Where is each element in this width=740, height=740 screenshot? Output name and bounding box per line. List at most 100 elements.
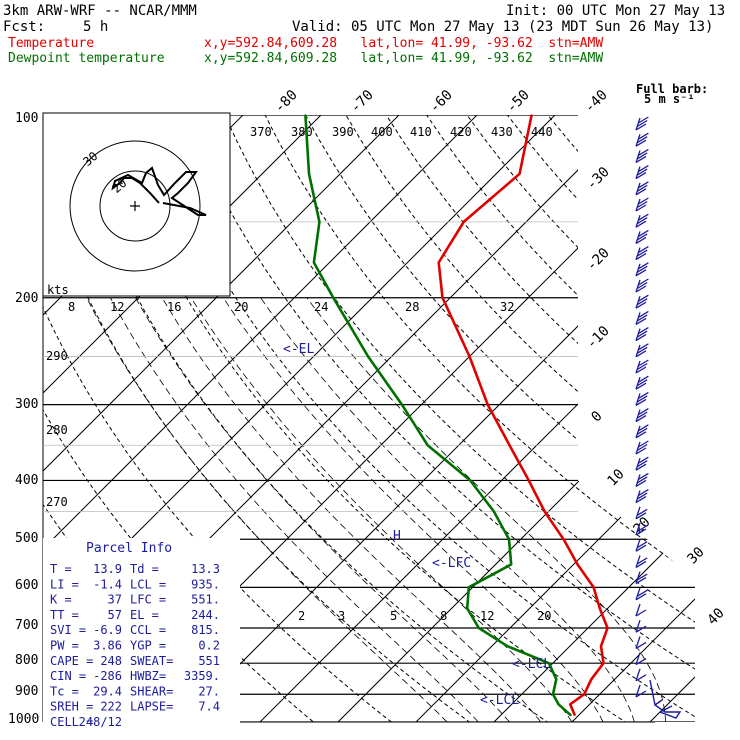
parcel-row-2-col-1: 37 <box>108 593 122 607</box>
dew-line-point-550 <box>510 563 512 566</box>
temp-line-point-250 <box>468 355 471 358</box>
pressure-label-300: 300 <box>15 397 38 412</box>
wind-barb-cluster-low <box>649 679 682 719</box>
parcel-row-5-col-0: PW = <box>50 639 79 653</box>
temp-line-point-650 <box>599 607 601 610</box>
dew-line-point-100 <box>304 114 307 116</box>
forecast-hour: 5 h <box>83 19 108 35</box>
dew-line-point-800 <box>548 662 550 664</box>
theta-left-270: 270 <box>46 495 68 509</box>
theta-mid-32: 32 <box>500 300 514 314</box>
theta-left-290: 290 <box>46 349 68 363</box>
temperature-profile <box>437 114 609 716</box>
temp-line-point-500 <box>562 538 565 541</box>
wind-barb <box>635 587 648 601</box>
wind-barb <box>635 229 649 244</box>
wind-barb <box>635 668 647 682</box>
isotherm-label-10: 10 <box>604 466 627 489</box>
valid-time: Valid: 05 UTC Mon 27 May 13 (23 MDT Sun … <box>292 19 713 35</box>
pressure-label-500: 500 <box>15 531 38 546</box>
el-marker: <-EL <box>283 342 314 357</box>
barb-legend-value: 5 m s⁻¹ <box>644 92 695 106</box>
parcel-row-8-col-1: 29.4 <box>93 684 122 698</box>
parcel-row-1-col-1: -1.4 <box>93 577 122 591</box>
dewpoint-profile <box>304 114 572 717</box>
wind-barb <box>635 343 649 358</box>
wind-barb <box>635 472 649 487</box>
theta-label-380: 380 <box>291 125 313 139</box>
dew-line-point-175 <box>313 261 315 264</box>
temp-line-point-400 <box>528 479 530 482</box>
theta-mid-20: 20 <box>234 300 248 314</box>
parcel-row-7-col-0: CIN = <box>50 669 86 683</box>
isotherm-label--30: -30 <box>584 164 613 193</box>
pressure-label-400: 400 <box>15 473 38 488</box>
theta-left-280: 280 <box>46 423 68 437</box>
dew-line-point-900 <box>552 693 554 695</box>
lcl-marker-lower: <-LCL <box>480 693 519 708</box>
dew-line-point-935 <box>557 703 560 706</box>
parcel-row-8-col-0: Tc = <box>50 684 79 698</box>
temp-line-point-175 <box>437 261 440 264</box>
parcel-row-6-col-0: CAPE = <box>50 654 93 668</box>
theta-mid-12: 12 <box>110 300 124 314</box>
init-time: Init: 00 UTC Mon 27 May 13 <box>506 3 725 19</box>
parcel-row-2-col-3: 551. <box>191 593 220 607</box>
temp-line-point-800 <box>602 662 605 664</box>
wind-barb <box>635 538 648 552</box>
theta-label-440: 440 <box>531 125 553 139</box>
parcel-row-1-col-3: 935. <box>191 577 220 591</box>
wind-barb <box>635 294 649 309</box>
dew-line-point-250 <box>367 355 369 358</box>
wind-barb <box>635 278 649 293</box>
wind-barbs <box>635 116 682 719</box>
parcel-row-10-col-0: CELL = <box>50 715 93 729</box>
wind-barb <box>635 391 649 406</box>
wind-barb <box>635 246 649 261</box>
parcel-row-6-col-2: SWEAT= <box>130 654 173 668</box>
parcel-row-0-col-1: 13.9 <box>93 562 122 576</box>
wind-barb <box>635 165 649 180</box>
isotherm-label--80: -80 <box>272 87 301 116</box>
parcel-row-9-col-3: 7.4 <box>198 700 220 714</box>
temperature-location: x,y=592.84,609.28 lat,lon= 41.99, -93.62… <box>204 36 603 51</box>
parcel-row-6-col-3: 551 <box>198 654 220 668</box>
wind-barb <box>635 148 649 163</box>
isotherm-label--40: -40 <box>582 87 611 116</box>
pressure-label-1000: 1000 <box>8 712 39 727</box>
isotherm-label-30: 30 <box>684 544 707 567</box>
dew-line-point-125 <box>308 173 310 175</box>
dew-line-point-600 <box>468 586 470 589</box>
wind-barb <box>635 489 649 504</box>
parcel-row-7-col-3: 3359. <box>184 669 220 683</box>
wind-barb <box>635 652 647 666</box>
dew-line-point-750 <box>506 645 509 647</box>
dew-line-point-150 <box>318 221 321 223</box>
temp-line-point-150 <box>462 221 465 223</box>
parcel-row-3-col-2: EL = <box>130 608 159 622</box>
isotherm-label--60: -60 <box>427 87 456 116</box>
parcel-row-3-col-1: 57 <box>108 608 122 622</box>
wind-barb <box>635 181 649 196</box>
wind-barb <box>635 327 649 342</box>
wind-barb <box>635 522 648 536</box>
hodo-unit-label: kts <box>47 283 69 297</box>
parcel-row-4-col-3: 815. <box>191 623 220 637</box>
parcel-info-box: Parcel Info T = 13.9 Td = 13.3 LI = -1.4 LCL =… <box>43 538 240 729</box>
dew-line-point-350 <box>426 444 429 447</box>
pressure-label-100: 100 <box>15 111 38 126</box>
wind-barb <box>635 440 649 455</box>
forecast-label: Fcst: <box>3 19 45 35</box>
temp-line-point-300 <box>486 403 489 406</box>
wind-barb <box>635 359 649 374</box>
parcel-row-4-col-2: CCL = <box>130 623 166 637</box>
parcel-row-9-col-0: SREH = <box>50 700 93 714</box>
lcl-marker-upper: <-LCL <box>512 657 551 672</box>
theta-mid-8: 8 <box>68 300 75 314</box>
dew-line-point-300 <box>401 403 403 406</box>
temp-line-point-350 <box>508 444 511 447</box>
temp-line-point-450 <box>543 510 546 513</box>
mixing-ratio-5: 5 <box>390 609 397 623</box>
lfc-marker: <-LFC <box>432 556 471 571</box>
temp-line-point-200 <box>441 296 444 299</box>
